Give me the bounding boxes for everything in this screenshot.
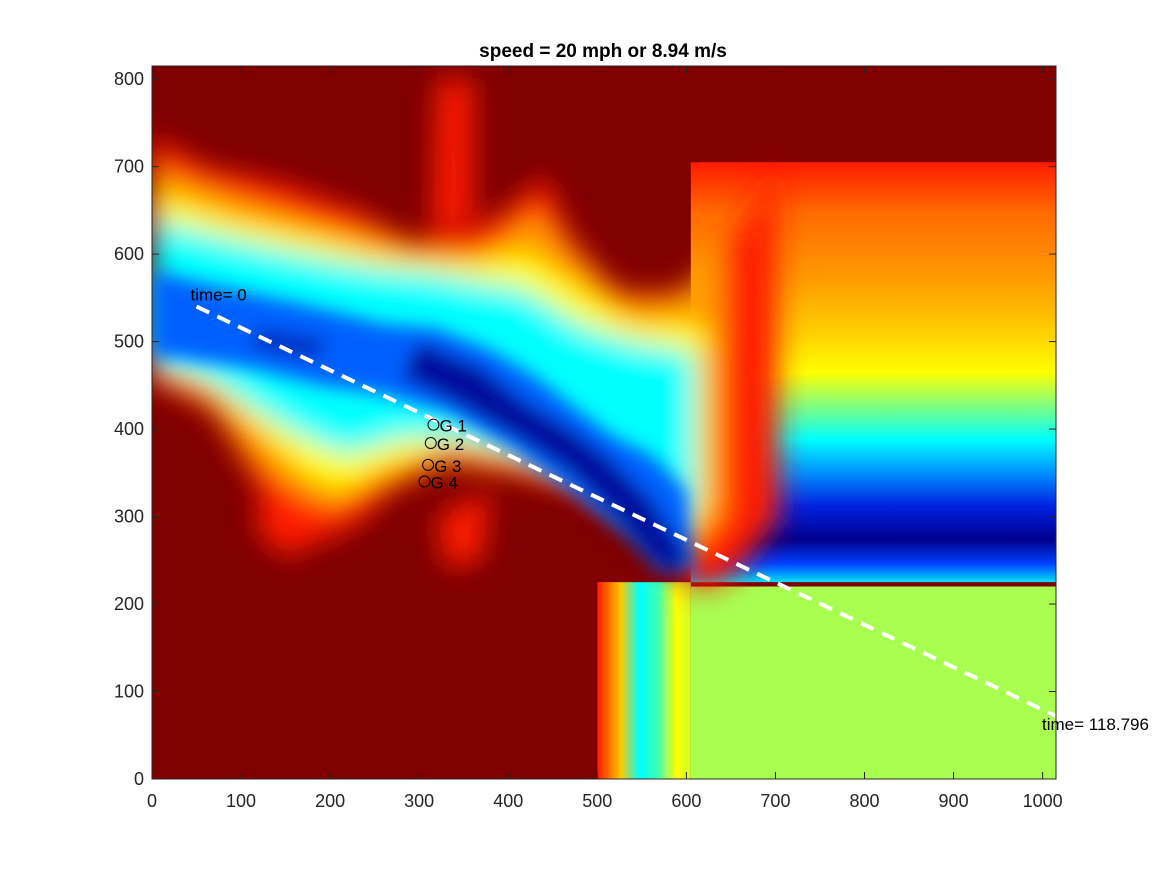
axes: 0 100 200 300 400 500 600 700 800 900 1000 0 100 200 3… bbox=[114, 66, 1063, 811]
x-tick-label: 500 bbox=[582, 791, 612, 811]
x-tick-label: 0 bbox=[147, 791, 157, 811]
gauge-label: G 4 bbox=[431, 474, 458, 493]
x-tick-label: 800 bbox=[849, 791, 879, 811]
x-tick-label: 400 bbox=[493, 791, 523, 811]
x-tick-label: 300 bbox=[404, 791, 434, 811]
plot-frame bbox=[151, 65, 1057, 780]
plot-area bbox=[152, 66, 1056, 779]
x-tick-label: 600 bbox=[671, 791, 701, 811]
labels-layer: time= 0 time= 118.796 bbox=[191, 286, 1149, 734]
y-tick-label: 0 bbox=[134, 769, 144, 789]
gauge-label: G 3 bbox=[434, 457, 461, 476]
y-tick-label: 400 bbox=[114, 419, 144, 439]
y-tick-label: 300 bbox=[114, 507, 144, 527]
gauge-marker bbox=[422, 458, 435, 471]
y-tick-label: 600 bbox=[114, 244, 144, 264]
path-start-label: time= 0 bbox=[191, 286, 247, 305]
chart-title: speed = 20 mph or 8.94 m/s bbox=[479, 41, 727, 62]
marker-layer: G 1G 2 G 3G 4 bbox=[418, 417, 467, 493]
x-tick-label: 100 bbox=[226, 791, 256, 811]
gauge-label: G 2 bbox=[437, 435, 464, 454]
stem-region bbox=[597, 582, 691, 779]
core-layers bbox=[152, 271, 696, 578]
dark-blue-patch bbox=[250, 328, 331, 360]
x-tick-label: 1000 bbox=[1023, 791, 1063, 811]
x-tick-label: 900 bbox=[939, 791, 969, 811]
y-tick-label: 700 bbox=[114, 157, 144, 177]
x-tick-label: 200 bbox=[315, 791, 345, 811]
gauge-marker bbox=[427, 418, 440, 431]
gauge-label: G 1 bbox=[439, 417, 466, 436]
path-end-label: time= 118.796 bbox=[1042, 715, 1149, 734]
gauge-marker bbox=[418, 475, 431, 488]
heatmap-field bbox=[152, 66, 1056, 779]
y-tick-label: 200 bbox=[114, 594, 144, 614]
dark-blue-core bbox=[401, 341, 687, 578]
top-spike bbox=[432, 79, 473, 237]
y-tick-label: 500 bbox=[114, 332, 144, 352]
path-line bbox=[195, 304, 1056, 718]
path-layer bbox=[195, 304, 1056, 718]
lower-right-region bbox=[690, 586, 1056, 779]
gauge-marker bbox=[424, 437, 437, 450]
mid-lobe bbox=[437, 490, 491, 569]
y-tick-label: 800 bbox=[114, 69, 144, 89]
x-tick-label: 700 bbox=[760, 791, 790, 811]
y-tick-label: 100 bbox=[114, 682, 144, 702]
